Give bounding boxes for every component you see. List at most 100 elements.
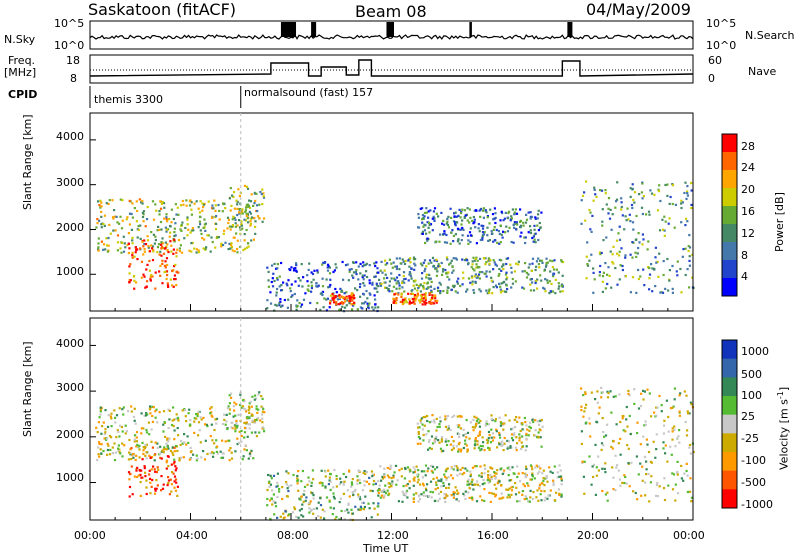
- power-cell: [329, 283, 332, 287]
- power-cell: [289, 287, 292, 290]
- power-cell: [475, 209, 478, 212]
- velocity-cell: [221, 422, 225, 426]
- power-cell: [343, 292, 346, 295]
- velocity-cell: [145, 428, 148, 432]
- velocity-cell: [683, 472, 686, 475]
- power-cell: [641, 182, 644, 185]
- velocity-cell: [552, 483, 555, 486]
- power-cell: [386, 276, 389, 279]
- power-cell: [368, 282, 371, 285]
- power-cell: [481, 271, 484, 274]
- velocity-cell: [270, 497, 273, 500]
- velocity-cell: [236, 426, 239, 429]
- power-cell: [442, 290, 445, 293]
- nsky-frame: [89, 20, 694, 50]
- power-cell: [500, 265, 504, 268]
- velocity-ytick-3000: 3000: [56, 381, 84, 394]
- power-cell: [647, 240, 650, 243]
- power-cell: [238, 208, 241, 211]
- power-cell: [160, 243, 163, 246]
- power-cell: [640, 191, 643, 194]
- velocity-cell: [357, 496, 360, 499]
- power-cell: [319, 308, 322, 311]
- power-cell: [534, 281, 537, 285]
- power-cell: [293, 292, 296, 296]
- velocity-cell: [239, 393, 242, 396]
- power-cell: [421, 221, 424, 224]
- power-cell: [408, 301, 411, 304]
- power-cell: [515, 212, 519, 215]
- power-cell: [426, 282, 429, 285]
- power-cell: [506, 230, 510, 233]
- velocity-cell: [518, 491, 521, 494]
- power-cell: [437, 215, 440, 218]
- velocity-cell: [671, 406, 674, 409]
- power-colorbar-swatch-1: [722, 152, 737, 171]
- velocity-cell: [284, 510, 287, 513]
- velocity-cell: [520, 441, 523, 444]
- velocity-cell: [646, 443, 649, 446]
- power-cell: [474, 226, 477, 229]
- xtick-0000: 00:00: [74, 529, 106, 542]
- power-cell: [203, 223, 206, 226]
- velocity-cell: [580, 405, 583, 408]
- velocity-cell: [480, 475, 483, 478]
- power-cell: [686, 185, 689, 188]
- velocity-cell: [154, 489, 157, 492]
- power-cell: [635, 214, 638, 218]
- velocity-cell: [474, 424, 477, 427]
- power-cell: [202, 226, 205, 229]
- power-cell: [493, 226, 496, 229]
- velocity-cell: [357, 508, 360, 511]
- velocity-cell: [487, 430, 491, 434]
- velocity-cell: [108, 434, 112, 438]
- power-cell: [658, 184, 661, 187]
- velocity-cell: [310, 491, 313, 494]
- velocity-cell: [372, 483, 375, 486]
- power-cell: [658, 229, 662, 232]
- power-cell: [176, 248, 179, 251]
- velocity-cell: [552, 481, 555, 484]
- power-cell: [128, 223, 131, 226]
- velocity-cell: [258, 431, 261, 434]
- velocity-cell: [323, 517, 326, 520]
- velocity-cell: [261, 410, 264, 413]
- power-cell: [272, 272, 275, 275]
- velocity-cell: [351, 490, 354, 494]
- velocity-cell: [381, 475, 384, 478]
- power-cell: [482, 207, 486, 210]
- velocity-cell: [247, 423, 250, 426]
- power-cell: [609, 250, 612, 253]
- power-cell: [666, 183, 669, 186]
- power-cell: [500, 269, 503, 272]
- velocity-cell: [357, 470, 360, 473]
- velocity-cell: [456, 469, 459, 472]
- velocity-cell: [626, 444, 629, 447]
- nsearch-label: N.Search: [745, 29, 795, 42]
- velocity-cell: [476, 443, 479, 446]
- velocity-cell: [151, 446, 154, 449]
- velocity-cell: [287, 485, 290, 488]
- velocity-cell: [559, 475, 563, 478]
- power-cell: [316, 302, 319, 305]
- power-cell: [261, 220, 264, 223]
- power-cell: [120, 251, 123, 254]
- power-cell: [170, 208, 173, 211]
- velocity-cell: [150, 468, 153, 471]
- power-cell: [586, 263, 589, 266]
- power-cell: [193, 202, 196, 205]
- power-cell: [539, 226, 542, 229]
- power-cell: [477, 275, 480, 278]
- power-cell: [424, 241, 427, 245]
- velocity-cell: [251, 414, 254, 417]
- velocity-cell: [481, 499, 484, 502]
- velocity-cell: [204, 439, 207, 442]
- velocity-cell: [545, 476, 548, 480]
- power-cell: [249, 212, 252, 215]
- power-cell: [343, 306, 347, 309]
- velocity-cell: [676, 470, 679, 474]
- power-cell: [344, 264, 348, 267]
- velocity-cell: [438, 497, 441, 500]
- velocity-cell: [533, 477, 536, 480]
- power-cell: [452, 269, 455, 272]
